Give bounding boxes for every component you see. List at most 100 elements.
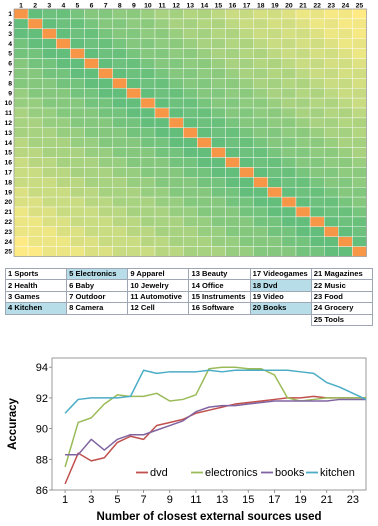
- heatmap-cell: [27, 206, 43, 218]
- heatmap-cell: [253, 216, 268, 227]
- heatmap-cell: [267, 137, 283, 148]
- heatmap-cell: [281, 167, 297, 178]
- heatmap-diagonal-cell: [324, 226, 339, 237]
- heatmap-cell: [56, 137, 71, 148]
- heatmap-cell: [154, 147, 170, 158]
- heatmap-cell: [126, 196, 142, 208]
- legend-category-cell: 11 Automotive: [127, 290, 190, 304]
- heatmap-cell: [27, 157, 43, 168]
- heatmap-cell: [98, 147, 113, 158]
- heatmap-cell: [13, 58, 29, 69]
- heatmap-cell: [225, 58, 240, 69]
- heatmap-cell: [182, 28, 198, 39]
- heatmap-cell: [13, 216, 29, 227]
- heatmap-cell: [352, 28, 367, 39]
- heatmap-cell: [154, 186, 170, 198]
- heatmap-cell: [225, 236, 240, 247]
- heatmap-diagonal-cell: [295, 206, 311, 218]
- heatmap-cell: [225, 107, 240, 119]
- heatmap-cell: [267, 236, 283, 247]
- heatmap-cell: [126, 177, 142, 188]
- heatmap-cell: [225, 216, 240, 227]
- heatmap-cell: [309, 196, 325, 208]
- heatmap-cell: [98, 78, 113, 89]
- heatmap-cell: [42, 78, 57, 89]
- heatmap-cell: [182, 137, 198, 148]
- heatmap-cell: [211, 58, 226, 69]
- heatmap-diagonal-cell: [211, 147, 226, 158]
- heatmap-diagonal-cell: [42, 28, 57, 39]
- heatmap-cell: [352, 117, 367, 129]
- heatmap-cell: [352, 196, 367, 208]
- heatmap-diagonal-cell: [281, 196, 297, 208]
- heatmap-cell: [84, 137, 99, 148]
- heatmap-cell: [197, 78, 212, 89]
- x-tick-label: 11: [190, 494, 201, 506]
- heatmap-cell: [56, 246, 71, 257]
- heatmap-cell: [56, 117, 71, 129]
- heatmap-cell: [253, 28, 268, 39]
- heatmap-cell: [13, 147, 29, 158]
- heatmap-cell: [154, 117, 170, 129]
- heatmap-cell: [352, 206, 367, 218]
- heatmap-cell: [182, 38, 198, 49]
- heatmap-cell: [182, 58, 198, 69]
- heatmap-cell: [154, 28, 170, 39]
- heatmap-cell: [42, 186, 57, 198]
- heatmap-cell: [253, 48, 268, 59]
- heatmap-cell: [352, 87, 367, 99]
- heatmap-cell: [197, 48, 212, 59]
- heatmap-row-label: 3: [8, 31, 12, 38]
- heatmap-cell: [211, 216, 226, 227]
- heatmap-cell: [140, 186, 156, 198]
- heatmap-cell: [70, 97, 85, 109]
- heatmap-cell: [168, 186, 184, 198]
- heatmap-cell: [168, 68, 184, 79]
- heatmap-cell: [13, 137, 29, 148]
- heatmap-cell: [239, 206, 254, 218]
- heatmap-cell: [324, 97, 339, 109]
- heatmap-cell: [211, 78, 226, 89]
- heatmap-cell: [295, 157, 311, 168]
- heatmap-cell: [324, 196, 339, 208]
- heatmap-diagonal-cell: [309, 216, 325, 227]
- y-axis-label: Accuracy: [7, 398, 19, 450]
- heatmap-row-label: 4: [8, 41, 12, 48]
- heatmap-cell: [70, 8, 85, 20]
- heatmap-cell: [140, 38, 156, 49]
- heatmap-cell: [309, 117, 325, 129]
- heatmap-cell: [225, 8, 240, 20]
- heatmap-column-label: 12: [172, 3, 180, 10]
- heatmap-cell: [239, 68, 254, 79]
- heatmap-cell: [27, 236, 43, 247]
- heatmap-cell: [70, 38, 85, 49]
- heatmap-cell: [239, 97, 254, 109]
- heatmap-cell: [27, 58, 43, 69]
- heatmap-cell: [225, 117, 240, 129]
- heatmap-cell: [56, 236, 71, 247]
- heatmap-cell: [324, 216, 339, 227]
- heatmap-cell: [56, 18, 71, 29]
- heatmap-cell: [154, 8, 170, 20]
- heatmap-cell: [295, 48, 311, 59]
- legend-label-books: books: [275, 467, 305, 479]
- heatmap-cell: [27, 127, 43, 138]
- heatmap-cell: [309, 127, 325, 138]
- heatmap-cell: [140, 236, 156, 247]
- heatmap-cell: [13, 246, 29, 257]
- heatmap-cell: [98, 196, 113, 208]
- heatmap-cell: [239, 38, 254, 49]
- heatmap-cell: [42, 246, 57, 257]
- heatmap-cell: [267, 107, 283, 119]
- heatmap-cell: [168, 18, 184, 29]
- heatmap-cell: [281, 18, 297, 29]
- heatmap-cell: [281, 48, 297, 59]
- heatmap-diagonal-cell: [267, 186, 283, 198]
- heatmap-cell: [211, 48, 226, 59]
- heatmap-cell: [126, 78, 142, 89]
- heatmap-cell: [154, 167, 170, 178]
- heatmap-cell: [211, 68, 226, 79]
- heatmap-cell: [126, 38, 142, 49]
- heatmap-cell: [126, 117, 142, 129]
- heatmap-cell: [253, 117, 268, 129]
